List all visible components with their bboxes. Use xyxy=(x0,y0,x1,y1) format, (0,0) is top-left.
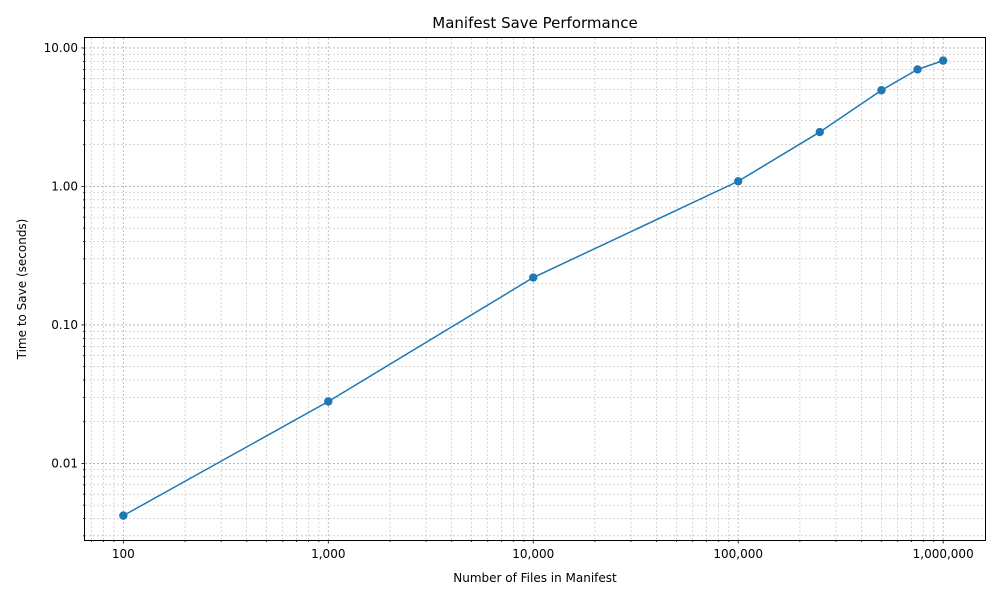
data-point xyxy=(815,127,824,137)
chart-title: Manifest Save Performance xyxy=(432,14,637,32)
data-point xyxy=(938,56,948,65)
axis-ticks: 100 1,000 10,000 100,000 1,000,000 0.01 0.10 1.… xyxy=(44,41,974,561)
series-line xyxy=(122,59,944,517)
y-tick-label: 0.10 xyxy=(51,318,78,332)
x-tick-label: 1,000 xyxy=(311,547,345,561)
data-point xyxy=(877,86,886,95)
data-point xyxy=(913,65,922,74)
x-tick-label: 1,000,000 xyxy=(913,547,974,561)
data-point xyxy=(529,273,538,282)
x-axis-label: Number of Files in Manifest xyxy=(453,571,617,585)
data-point xyxy=(324,397,333,406)
y-tick-label: 1.00 xyxy=(51,179,78,193)
data-point xyxy=(119,511,128,520)
x-tick-label: 100,000 xyxy=(713,547,763,561)
y-tick-label: 0.01 xyxy=(51,456,78,470)
grid xyxy=(85,38,985,540)
x-tick-label: 100 xyxy=(112,547,135,561)
data-point xyxy=(734,177,743,186)
series-layer xyxy=(119,56,948,520)
plot-frame xyxy=(84,37,986,541)
y-axis-label: Time to Save (seconds) xyxy=(15,219,29,361)
y-tick-label: 10.00 xyxy=(44,41,78,55)
x-tick-label: 10,000 xyxy=(512,547,554,561)
